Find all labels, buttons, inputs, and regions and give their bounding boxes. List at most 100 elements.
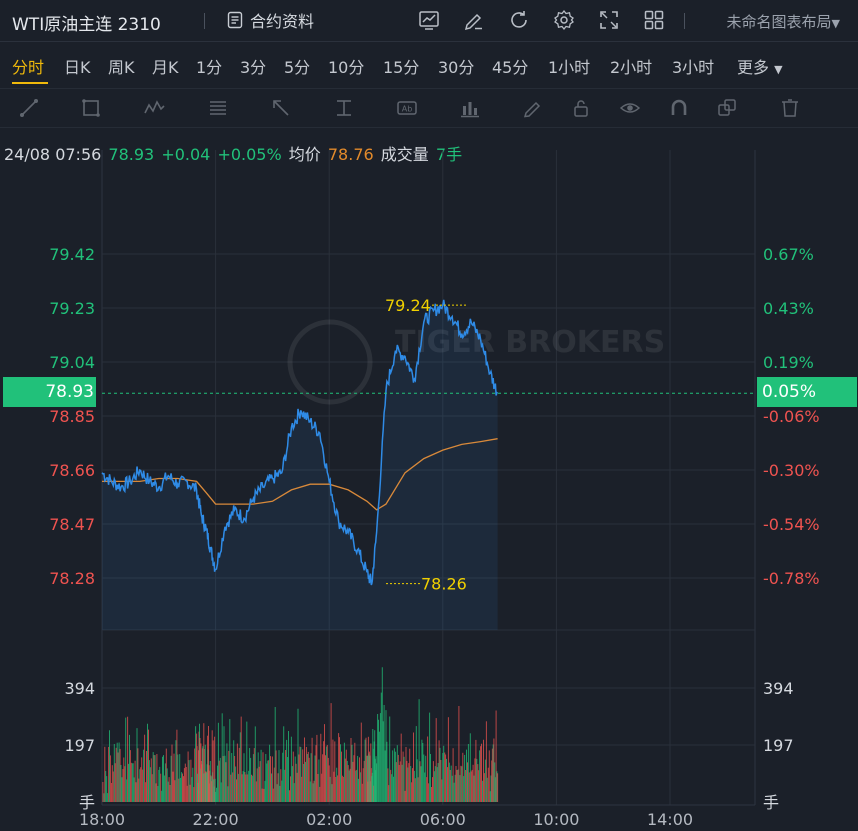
average-price-line — [102, 438, 498, 511]
volume-tick-label: 394 — [763, 679, 794, 698]
watermark-text: TIGER BROKERS — [395, 325, 665, 360]
instrument-title[interactable]: WTI原油主连 2310 — [12, 15, 161, 35]
y-price-tick-label: 79.04 — [49, 353, 95, 372]
timeframe-tab[interactable]: 10分 — [328, 58, 365, 77]
indicator-chart-icon[interactable] — [417, 8, 441, 32]
timeframe-tab[interactable]: 1小时 — [548, 58, 591, 77]
settings-gear-icon[interactable] — [552, 8, 576, 32]
layout-selector[interactable]: 未命名图表布局▼ — [727, 11, 840, 32]
contract-info-label: 合约资料 — [250, 12, 315, 31]
quote-info-line: 24/08 07:56 78.93 +0.04 +0.05% 均价 78.76 … — [4, 141, 464, 165]
volume-tick-label: 197 — [763, 736, 794, 755]
fullscreen-icon[interactable] — [597, 8, 621, 32]
quote-change-pct: +0.05% — [217, 145, 282, 164]
x-tick-label: 18:00 — [79, 810, 125, 829]
measure-tool-icon[interactable] — [333, 97, 355, 119]
fibonacci-tool-icon[interactable] — [207, 97, 229, 119]
volume-unit-label: 手 — [79, 793, 95, 812]
price-line — [101, 299, 499, 586]
timeframe-tab[interactable]: 30分 — [438, 58, 475, 77]
timeframe-tab[interactable]: 分时 — [12, 58, 45, 77]
volume-tick-label: 394 — [64, 679, 95, 698]
quote-price: 78.93 — [108, 145, 155, 164]
volume-label: 成交量 — [380, 145, 429, 164]
timeframe-tab[interactable]: 周K — [108, 58, 135, 77]
volume-unit-label: 手 — [763, 793, 779, 812]
magnet-icon[interactable] — [668, 97, 690, 119]
text-tool-icon[interactable]: Ab — [396, 97, 418, 119]
contract-info-button[interactable]: 合约资料 — [226, 8, 314, 32]
timeframe-tab[interactable]: 3小时 — [672, 58, 715, 77]
more-label: 更多 — [737, 58, 770, 77]
x-tick-label: 06:00 — [420, 810, 466, 829]
avg-price-label: 均价 — [288, 145, 321, 164]
y-price-tick-label: 78.28 — [49, 569, 95, 588]
timeframe-tab[interactable]: 45分 — [492, 58, 529, 77]
timeframe-tab[interactable]: 3分 — [240, 58, 267, 77]
divider — [684, 13, 685, 29]
y-price-tick-label: 78.66 — [49, 461, 95, 480]
y-price-tick-label: 79.42 — [49, 245, 95, 264]
y-pct-tick-label: 0.43% — [763, 299, 814, 318]
y-price-tick-label: 78.85 — [49, 407, 95, 426]
quote-datetime: 24/08 07:56 — [4, 145, 102, 164]
y-pct-tick-label: -0.06% — [763, 407, 820, 426]
watermark-logo — [287, 319, 373, 405]
divider — [204, 13, 205, 29]
axis-tick-labels: 18:00 22:00 02:00 06:00 10:00 14:00 79.42 0.67%… — [49, 245, 819, 829]
timeframe-bar: 分时 日K 周K 月K 1分 3分 5分 10分 15分 30分 45分 1小时… — [0, 46, 858, 84]
drawing-toolbar: Ab — [0, 88, 858, 128]
avg-price-value: 78.76 — [327, 145, 374, 164]
indicator-tool-icon[interactable] — [459, 97, 481, 119]
volume-bars — [102, 667, 499, 802]
current-pct-badge: 0.05% — [757, 377, 857, 407]
y-pct-tick-label: -0.54% — [763, 515, 820, 534]
price-area-fill — [102, 299, 498, 630]
y-pct-tick-label: -0.30% — [763, 461, 820, 480]
y-pct-tick-label: 0.19% — [763, 353, 814, 372]
x-tick-label: 14:00 — [647, 810, 693, 829]
watermark: TIGER BROKERS — [287, 319, 665, 405]
more-timeframes-button[interactable]: 更多 ▼ — [737, 54, 783, 78]
current-price-badge: 78.93 — [3, 377, 96, 407]
x-tick-label: 10:00 — [533, 810, 579, 829]
y-price-tick-label: 79.23 — [49, 299, 95, 318]
draw-pen-icon[interactable] — [462, 8, 486, 32]
refresh-icon[interactable] — [507, 8, 531, 32]
quote-change: +0.04 — [161, 145, 211, 164]
arrow-tool-icon[interactable] — [270, 97, 292, 119]
chart-grid — [101, 150, 756, 806]
top-bar: WTI原油主连 2310 合约资料 — [0, 0, 858, 42]
dropdown-caret-icon: ▼ — [774, 63, 783, 76]
low-label: 78.26 — [421, 575, 467, 594]
high-low-annotations: 79.24 78.26 — [385, 296, 467, 594]
timeframe-tab[interactable]: 日K — [64, 58, 91, 77]
trash-icon[interactable] — [779, 97, 801, 119]
high-label: 79.24 — [385, 296, 431, 315]
timeframe-tab[interactable]: 月K — [152, 58, 179, 77]
svg-text:Ab: Ab — [402, 105, 413, 114]
y-price-tick-label: 78.47 — [49, 515, 95, 534]
volume-tick-label: 197 — [64, 736, 95, 755]
layout-label: 未命名图表布局 — [726, 13, 832, 31]
grid-layout-icon[interactable] — [642, 8, 666, 32]
y-pct-tick-label: -0.78% — [763, 569, 820, 588]
eye-icon[interactable] — [619, 97, 641, 119]
timeframe-tab[interactable]: 1分 — [196, 58, 223, 77]
wave-tool-icon[interactable] — [143, 97, 165, 119]
pencil-icon[interactable] — [522, 97, 544, 119]
timeframe-tab[interactable]: 5分 — [284, 58, 311, 77]
y-pct-tick-label: 0.67% — [763, 245, 814, 264]
duplicate-icon[interactable] — [716, 97, 738, 119]
line-tool-icon[interactable] — [18, 97, 40, 119]
timeframe-tab[interactable]: 15分 — [383, 58, 420, 77]
active-tab-indicator — [12, 82, 48, 84]
x-tick-label: 02:00 — [306, 810, 352, 829]
document-icon — [227, 11, 243, 29]
dropdown-caret-icon: ▼ — [831, 17, 840, 30]
x-tick-label: 22:00 — [193, 810, 239, 829]
timeframe-tab[interactable]: 2小时 — [610, 58, 653, 77]
lock-icon[interactable] — [570, 97, 592, 119]
rectangle-tool-icon[interactable] — [80, 97, 102, 119]
